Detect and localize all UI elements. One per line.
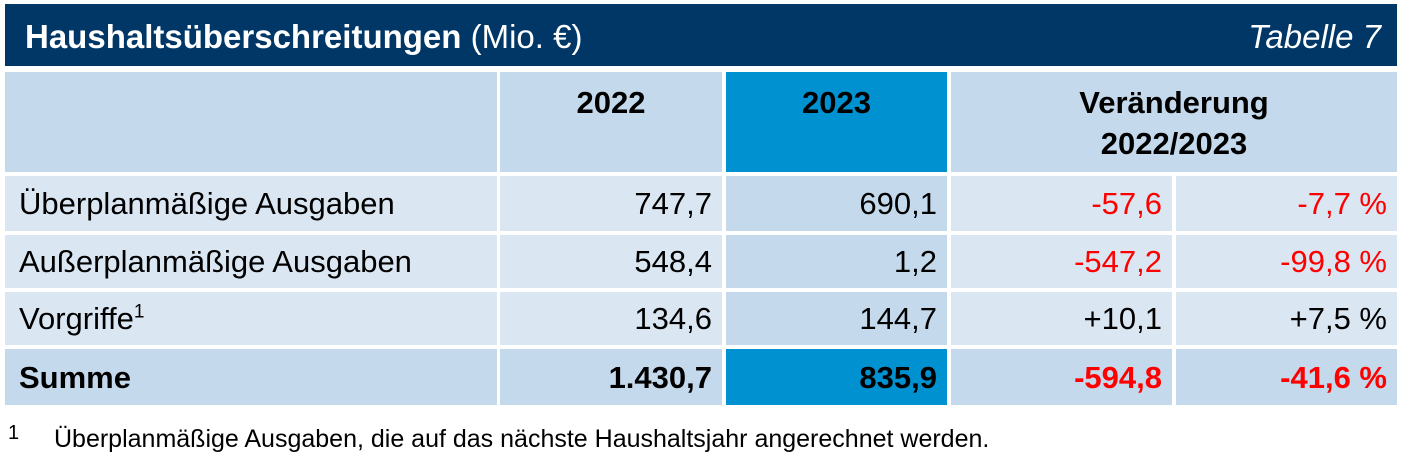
row-change-pct: -7,7 % <box>1176 176 1397 231</box>
row-label: Vorgriffe1 <box>5 292 497 345</box>
title-unit: (Mio. €) <box>470 18 583 55</box>
total-change-pct: -41,6 % <box>1176 349 1397 405</box>
row-value-2022: 134,6 <box>500 292 722 345</box>
row-label-text: Vorgriffe <box>19 301 134 336</box>
row-value-2023: 1,2 <box>726 235 947 288</box>
total-change-abs: -594,8 <box>951 349 1172 405</box>
row-value-2023: 690,1 <box>726 176 947 231</box>
title-main-text: Haushaltsüberschreitungen <box>25 18 462 55</box>
header-change-line2: 2022/2023 <box>1100 126 1248 161</box>
table-title: Haushaltsüberschreitungen (Mio. €) <box>25 19 582 55</box>
table-number-label: Tabelle 7 <box>1248 18 1381 55</box>
row-label: Außerplanmäßige Ausgaben <box>5 235 497 288</box>
row-value-2022: 548,4 <box>500 235 722 288</box>
total-label: Summe <box>5 349 497 405</box>
header-empty-cell <box>5 72 497 172</box>
row-change-pct: -99,8 % <box>1176 235 1397 288</box>
row-change-pct: +7,5 % <box>1176 292 1397 345</box>
total-value-2022: 1.430,7 <box>500 349 722 405</box>
row-label: Überplanmäßige Ausgaben <box>5 176 497 231</box>
footnote-reference: 1 <box>133 301 145 323</box>
footnote-text: Überplanmäßige Ausgaben, die auf das näc… <box>54 425 990 453</box>
header-2022: 2022 <box>500 72 722 172</box>
row-change-abs: -547,2 <box>951 235 1172 288</box>
row-change-abs: -57,6 <box>951 176 1172 231</box>
footnote-mark: 1 <box>8 422 20 444</box>
total-value-2023: 835,9 <box>726 349 947 405</box>
row-value-2023: 144,7 <box>726 292 947 345</box>
header-2023: 2023 <box>726 72 947 172</box>
row-value-2022: 747,7 <box>500 176 722 231</box>
table-title-bar: Haushaltsüberschreitungen (Mio. €) Tabel… <box>5 4 1397 66</box>
row-change-abs: +10,1 <box>951 292 1172 345</box>
header-change-line1: Veränderung <box>1079 85 1269 120</box>
header-change: Veränderung 2022/2023 <box>951 72 1397 172</box>
